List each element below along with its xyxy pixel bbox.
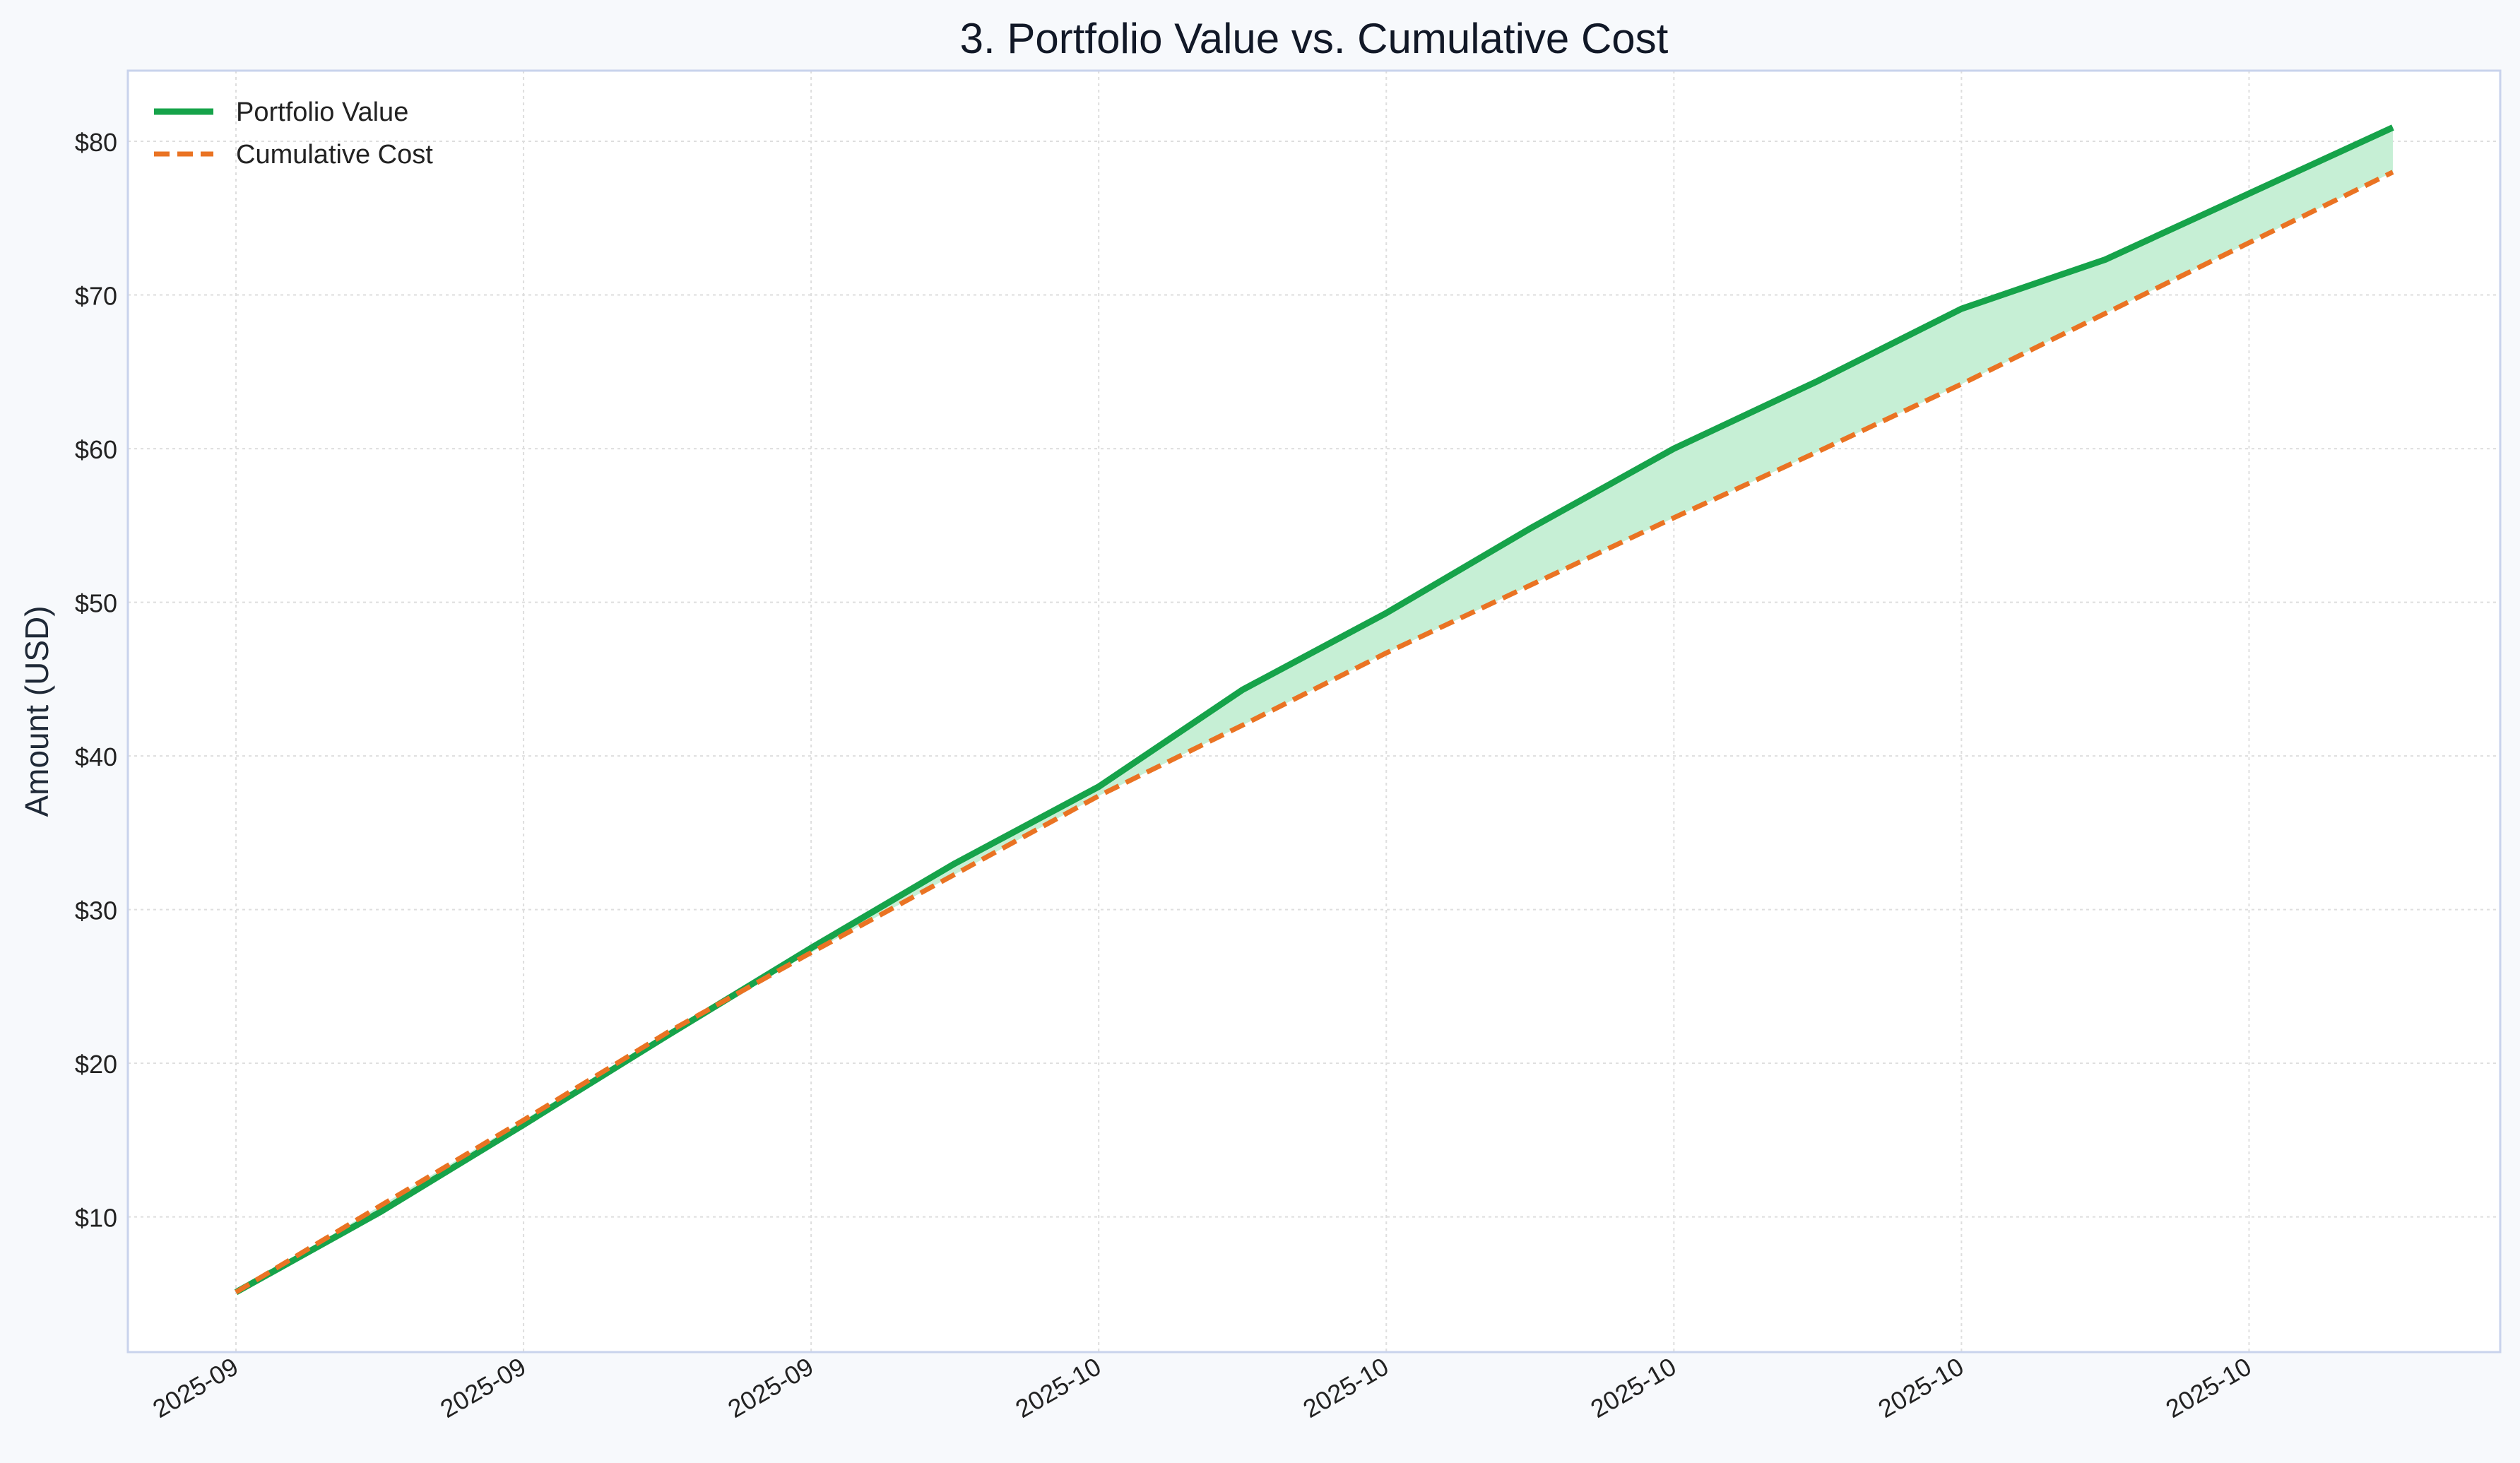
portfolio-value-line (234, 124, 2394, 1296)
fill-between-area (236, 127, 2393, 1293)
y-axis-ticks: $10 $20 $30 $40 $50 $60 $70 $80 (75, 128, 117, 1233)
legend-label: Cumulative Cost (236, 140, 433, 170)
y-tick-label: $30 (75, 896, 117, 925)
y-tick-label: $70 (75, 282, 117, 311)
legend: Portfolio Value Cumulative Cost (154, 97, 433, 170)
y-tick-label: $10 (75, 1204, 117, 1233)
y-tick-label: $40 (75, 742, 117, 771)
series-lines (234, 124, 2394, 1296)
plot-frame (126, 69, 2502, 1354)
y-tick-label: $60 (75, 435, 117, 464)
chart-title: 3. Portfolio Value vs. Cumulative Cost (960, 15, 1669, 62)
cumulative-cost-line (235, 170, 2394, 1295)
gain-fill-area (236, 127, 2393, 1293)
y-tick-label: $80 (75, 128, 117, 157)
grid (128, 71, 2500, 1352)
y-axis-label: Amount (USD) (18, 605, 55, 817)
y-tick-label: $50 (75, 589, 117, 618)
legend-label: Portfolio Value (236, 97, 408, 127)
y-tick-label: $20 (75, 1050, 117, 1079)
